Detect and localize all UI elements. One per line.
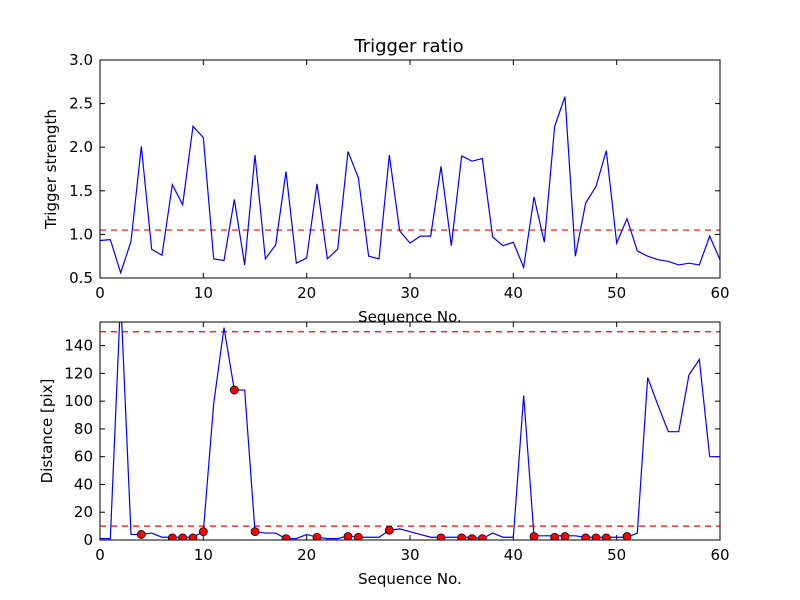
y-tick-label: 40 — [74, 475, 93, 493]
y-axis-label: Trigger strength — [42, 109, 60, 230]
data-point-marker — [343, 532, 353, 540]
data-point-marker — [229, 385, 239, 395]
y-axis-label: Distance [pix] — [38, 379, 56, 484]
distance-chart: 0 10 20 30 40 50 60 0 20 40 60 80 100 120 140 Sequence… — [38, 321, 730, 588]
y-tick-label: 0.5 — [69, 269, 93, 287]
y-tick-label: 120 — [64, 364, 93, 382]
x-tick-label: 50 — [607, 546, 626, 564]
data-point-marker — [550, 532, 560, 540]
data-point-marker — [198, 527, 208, 537]
data-point-marker — [281, 534, 291, 540]
data-point-marker — [457, 533, 467, 540]
x-axis-label: Sequence No. — [358, 570, 462, 588]
data-point-marker — [529, 532, 539, 540]
data-point-marker — [178, 533, 188, 540]
tick-group: 0 10 20 30 40 50 60 0 20 40 60 80 100 120 140 — [64, 322, 730, 564]
data-point-marker — [436, 533, 446, 540]
plot-area — [100, 322, 720, 540]
x-tick-label: 40 — [504, 546, 523, 564]
data-point-marker — [384, 525, 394, 535]
trigger-ratio-chart: Trigger ratio 0 10 20 30 40 50 60 0.5 1.0 1.5 2.0 2… — [42, 36, 730, 326]
x-tick-label: 20 — [297, 284, 316, 302]
y-tick-label: 2.0 — [69, 138, 93, 156]
x-tick-label: 40 — [504, 284, 523, 302]
y-tick-label: 2.5 — [69, 95, 93, 113]
x-tick-label: 30 — [400, 546, 419, 564]
tick-group: 0 10 20 30 40 50 60 0.5 1.0 1.5 2.0 2.5 3.0 — [69, 51, 729, 302]
x-tick-label: 20 — [297, 546, 316, 564]
series-line — [100, 96, 720, 275]
y-tick-label: 1.0 — [69, 225, 93, 243]
x-tick-label: 60 — [710, 284, 729, 302]
data-point-marker — [581, 533, 591, 540]
x-tick-label: 60 — [710, 546, 729, 564]
y-tick-label: 100 — [64, 392, 93, 410]
x-tick-label: 10 — [194, 546, 213, 564]
data-point-marker — [467, 534, 477, 540]
chart-title: Trigger ratio — [353, 36, 463, 57]
data-point-marker — [560, 532, 570, 540]
y-tick-label: 20 — [74, 503, 93, 521]
data-point-marker — [250, 527, 260, 537]
data-point-marker — [591, 533, 601, 540]
data-point-marker — [477, 534, 487, 540]
y-tick-label: 3.0 — [69, 51, 93, 69]
data-point-marker — [353, 532, 363, 540]
axes-frame — [99, 321, 721, 541]
x-tick-label: 0 — [95, 284, 105, 302]
data-point-marker — [167, 533, 177, 540]
x-tick-label: 0 — [95, 546, 105, 564]
y-tick-label: 0 — [83, 531, 93, 549]
y-tick-label: 1.5 — [69, 182, 93, 200]
data-point-marker — [601, 533, 611, 540]
data-point-marker — [622, 532, 632, 540]
axes-frame — [99, 59, 721, 279]
x-tick-label: 50 — [607, 284, 626, 302]
data-point-marker — [188, 533, 198, 540]
y-tick-label: 60 — [74, 448, 93, 466]
data-point-marker — [312, 532, 322, 540]
plot-area — [100, 96, 720, 275]
data-point-marker — [136, 530, 146, 539]
y-tick-label: 140 — [64, 337, 93, 355]
x-tick-label: 10 — [194, 284, 213, 302]
y-tick-label: 80 — [74, 420, 93, 438]
x-tick-label: 30 — [400, 284, 419, 302]
